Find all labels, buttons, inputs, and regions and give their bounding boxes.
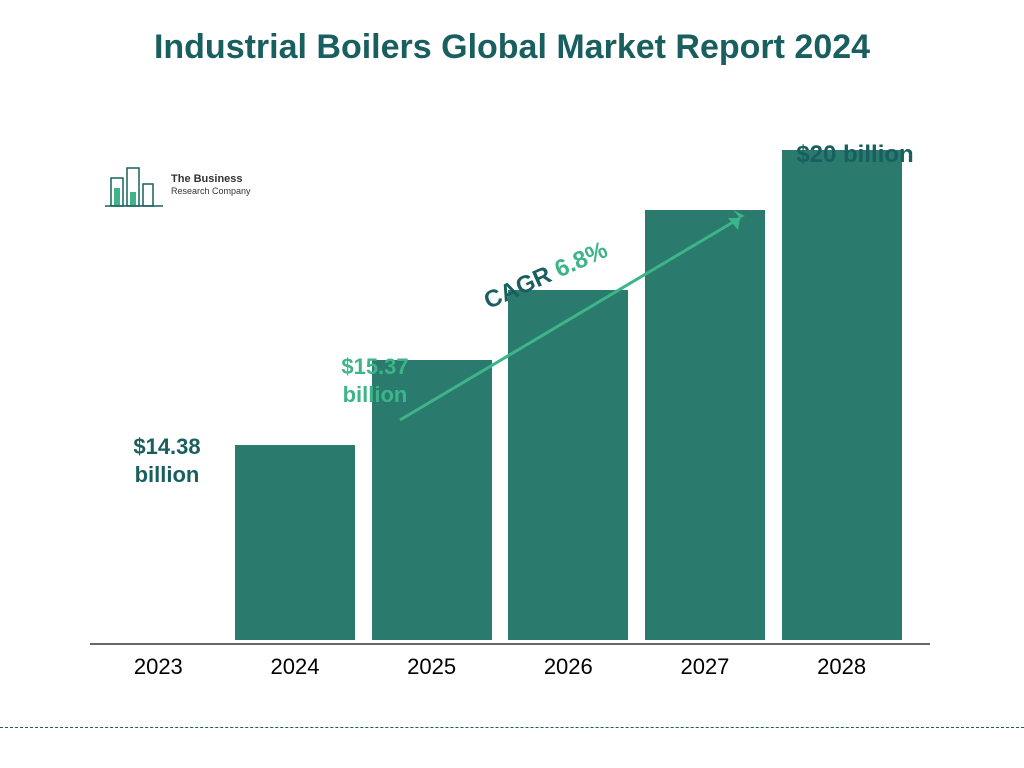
bar-2028 — [782, 150, 902, 640]
value-label-2023: $14.38 billion — [107, 433, 227, 490]
bar-2026 — [508, 290, 628, 640]
value-label-2024: $15.37 billion — [315, 353, 435, 410]
bottom-divider — [0, 727, 1024, 728]
x-label: 2028 — [782, 654, 902, 680]
bar-group — [235, 445, 355, 640]
x-label: 2025 — [372, 654, 492, 680]
x-axis-labels: 2023 2024 2025 2026 2027 2028 — [80, 654, 920, 680]
bar-group — [782, 150, 902, 640]
x-label: 2023 — [98, 654, 218, 680]
bars-container — [80, 150, 920, 640]
bar-2027 — [645, 210, 765, 640]
bar-group — [508, 290, 628, 640]
x-axis-line — [90, 643, 930, 645]
x-label: 2027 — [645, 654, 765, 680]
x-label: 2024 — [235, 654, 355, 680]
bar-group — [645, 210, 765, 640]
value-label-2028: $20 billion — [770, 139, 940, 170]
chart-area: Market Size (in billions of USD) 2023 20… — [80, 120, 960, 700]
bar-2024 — [235, 445, 355, 640]
x-label: 2026 — [508, 654, 628, 680]
chart-title: Industrial Boilers Global Market Report … — [0, 28, 1024, 67]
